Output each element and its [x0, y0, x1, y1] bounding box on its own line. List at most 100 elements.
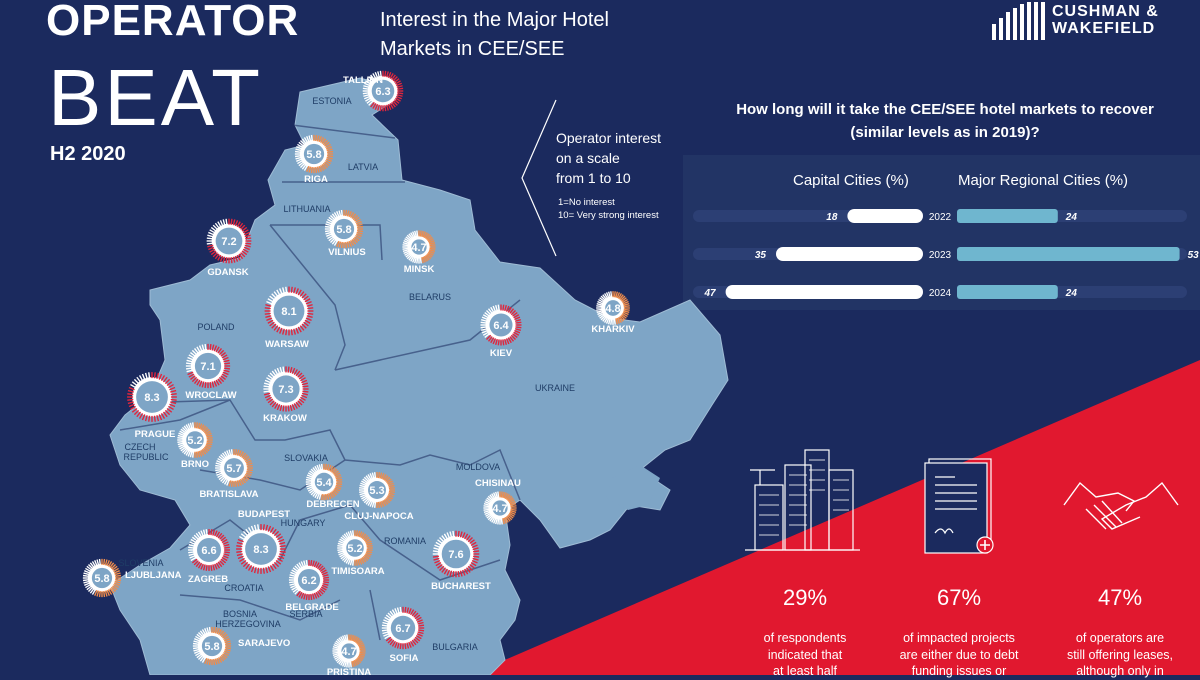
city-name-ljubljana: LJUBLJANA — [125, 570, 182, 581]
city-marker-kharkiv: 4.8 KHARKIV — [591, 291, 635, 335]
country-label-moldova: MOLDOVA — [456, 462, 500, 472]
country-label-bosnia2: HERZEGOVINA — [215, 619, 281, 629]
title-operator: OPERATOR — [46, 0, 300, 45]
city-score-bucharest: 7.6 — [448, 549, 463, 561]
city-name-warsaw: WARSAW — [265, 339, 309, 350]
question-line2: (similar levels as in 2019)? — [850, 124, 1040, 141]
handshake-icon — [1063, 481, 1179, 530]
city-score-wroclaw: 7.1 — [200, 361, 215, 373]
city-score-warsaw: 8.1 — [281, 306, 296, 318]
stat-1-text: of respondents indicated that at least h… — [730, 630, 880, 680]
regional-bar-2022 — [957, 209, 1058, 223]
city-name-pristina: PRISTINA — [327, 667, 371, 675]
country-label-ukraine: UKRAINE — [535, 383, 575, 393]
city-score-pristina: 4.7 — [341, 646, 356, 658]
country-label-belarus: BELARUS — [409, 292, 451, 302]
country-label-latvia: LATVIA — [348, 162, 378, 172]
city-score-debrecen: 5.4 — [316, 477, 332, 489]
legend-bracket — [521, 99, 557, 257]
legend-line3: from 1 to 10 — [556, 170, 631, 186]
city-name-chisinau: CHISINAU — [475, 478, 521, 489]
city-marker-prague: 8.3 PRAGUE — [127, 372, 177, 440]
country-label-serbia: SERBIA — [289, 609, 322, 619]
city-marker-cluj: 5.3 CLUJ-NAPOCA — [344, 472, 414, 522]
city-name-kiev: KIEV — [490, 348, 513, 359]
year-label-2023: 2023 — [929, 250, 952, 261]
city-marker-belgrade: 6.2 BELGRADE — [285, 559, 339, 613]
city-score-riga: 5.8 — [306, 149, 321, 161]
city-score-timisoara: 5.2 — [347, 543, 362, 555]
city-score-tallinn: 6.3 — [375, 86, 390, 98]
capital-value-2022: 18 — [826, 212, 838, 223]
buildings-icon — [745, 449, 860, 551]
capital-series-header: Capital Cities (%) — [793, 172, 909, 189]
city-name-minsk: MINSK — [404, 264, 435, 275]
legend-note: 1=No interest 10= Very strong interest — [558, 196, 688, 222]
brand-line2: WAKEFIELD — [1052, 20, 1156, 37]
capital-value-2023: 35 — [755, 250, 767, 261]
stat-3-line3: although only in — [1076, 664, 1164, 678]
city-marker-chisinau: 4.7 CHISINAU — [475, 478, 521, 525]
city-marker-timisoara: 5.2 TIMISOARA — [331, 530, 385, 577]
city-marker-vilnius: 5.8 VILNIUS — [324, 209, 366, 258]
stat-1-line3: at least half — [773, 664, 837, 678]
city-name-brno: BRNO — [181, 459, 209, 470]
country-label-estonia: ESTONIA — [312, 96, 351, 106]
year-label-2022: 2022 — [929, 212, 952, 223]
stat-2-percent: 67% — [936, 585, 982, 610]
city-marker-wroclaw: 7.1 WROCLAW — [185, 343, 237, 401]
city-marker-sarajevo: 5.8 SARAJEVO — [192, 626, 290, 666]
title-beat: BEAT — [48, 53, 264, 142]
city-marker-minsk: 4.7 MINSK — [402, 230, 436, 275]
regional-value-2022: 24 — [1065, 212, 1078, 223]
country-label-czech2: REPUBLIC — [123, 452, 169, 462]
city-score-belgrade: 6.2 — [301, 575, 316, 587]
legend-note1: 1=No interest — [558, 197, 615, 208]
legend-title: Operator interest on a scale from 1 to 1… — [556, 128, 686, 188]
regional-series-header: Major Regional Cities (%) — [958, 172, 1129, 189]
city-marker-pristina: 4.7 PRISTINA — [327, 634, 371, 675]
stat-2-line3: funding issues or — [911, 664, 1007, 678]
country-label-bosnia1: BOSNIA — [223, 609, 257, 619]
stat-3-text: of operators are still offering leases, … — [1045, 630, 1195, 680]
city-name-tallinn: TALLINN — [343, 75, 383, 86]
city-name-wroclaw: WROCLAW — [185, 390, 236, 401]
chart-panel-background — [683, 155, 1200, 310]
city-name-timisoara: TIMISOARA — [331, 566, 384, 577]
stat-3-line2: still offering leases, — [1066, 647, 1174, 662]
brand-logo-icon — [992, 2, 1045, 40]
city-score-bratislava: 5.7 — [226, 463, 241, 475]
city-name-prague: PRAGUE — [135, 429, 176, 440]
brand-line1: CUSHMAN & — [1052, 3, 1159, 20]
city-marker-ljubljana: 5.8 LJUBLJANA — [82, 558, 182, 598]
city-score-sarajevo: 5.8 — [204, 641, 219, 653]
year-label-2024: 2024 — [929, 288, 952, 299]
city-score-brno: 5.2 — [187, 435, 202, 447]
city-score-kiev: 6.4 — [493, 320, 509, 332]
question-line1: How long will it take the CEE/SEE hotel … — [736, 101, 1154, 118]
subtitle-line1: Interest in the Major Hotel — [380, 9, 609, 31]
country-label-romania: ROMANIA — [384, 536, 426, 546]
capital-value-2024: 47 — [703, 288, 716, 299]
city-name-riga: RIGA — [304, 174, 328, 185]
city-name-kharkiv: KHARKIV — [591, 324, 635, 335]
city-marker-brno: 5.2 BRNO — [177, 422, 213, 470]
regional-bar-2024 — [957, 285, 1058, 299]
city-score-budapest: 8.3 — [253, 544, 268, 556]
regional-value-2024: 24 — [1065, 288, 1078, 299]
city-score-prague: 8.3 — [144, 392, 159, 404]
city-marker-budapest: 8.3 BUDAPEST — [236, 509, 290, 574]
city-name-sofia: SOFIA — [389, 653, 418, 664]
city-score-kharkiv: 4.8 — [605, 303, 620, 315]
country-label-poland: POLAND — [197, 322, 235, 332]
brand-name: CUSHMAN & WAKEFIELD — [1052, 3, 1159, 37]
city-marker-riga: 5.8 RIGA — [294, 134, 334, 185]
capital-bar-2023 — [776, 247, 923, 261]
city-name-bucharest: BUCHAREST — [431, 581, 491, 592]
capital-bar-2024 — [725, 285, 923, 299]
stat-1-line2: indicated that — [767, 647, 843, 662]
regional-value-2023: 53 — [1188, 250, 1200, 261]
legend-line2: on a scale — [556, 150, 620, 166]
city-marker-gdansk: 7.2 GDANSK — [206, 218, 252, 278]
